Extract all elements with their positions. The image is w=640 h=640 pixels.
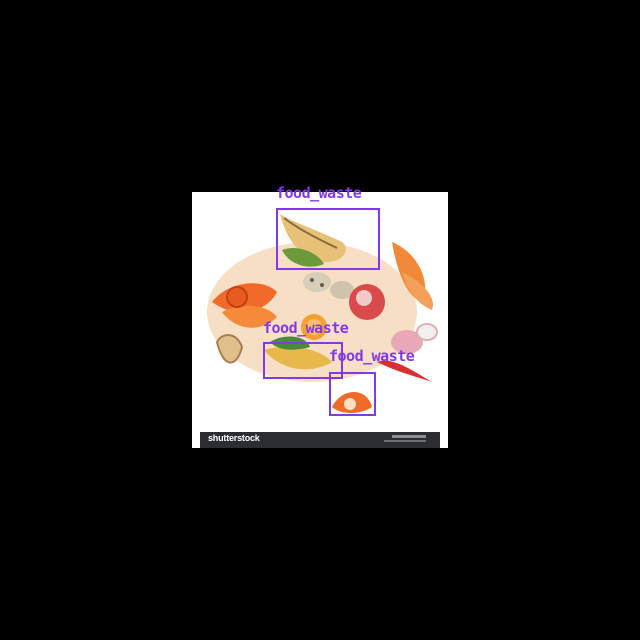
watermark-id-line (392, 435, 426, 438)
watermark-url-line (384, 440, 426, 442)
detection-box-1 (276, 208, 380, 270)
detection-label-2: food_waste (263, 319, 349, 337)
watermark-logo: shutterstock (208, 433, 260, 443)
detection-box-3 (329, 372, 376, 416)
watermark-bar: shutterstock (200, 432, 440, 448)
detection-label-1: food_waste (276, 184, 362, 202)
food-waste-photo: shutterstock (192, 192, 448, 448)
food-scraps-illustration (207, 214, 438, 414)
detection-label-3: food_waste (329, 347, 415, 365)
detection-box-2 (263, 342, 343, 379)
